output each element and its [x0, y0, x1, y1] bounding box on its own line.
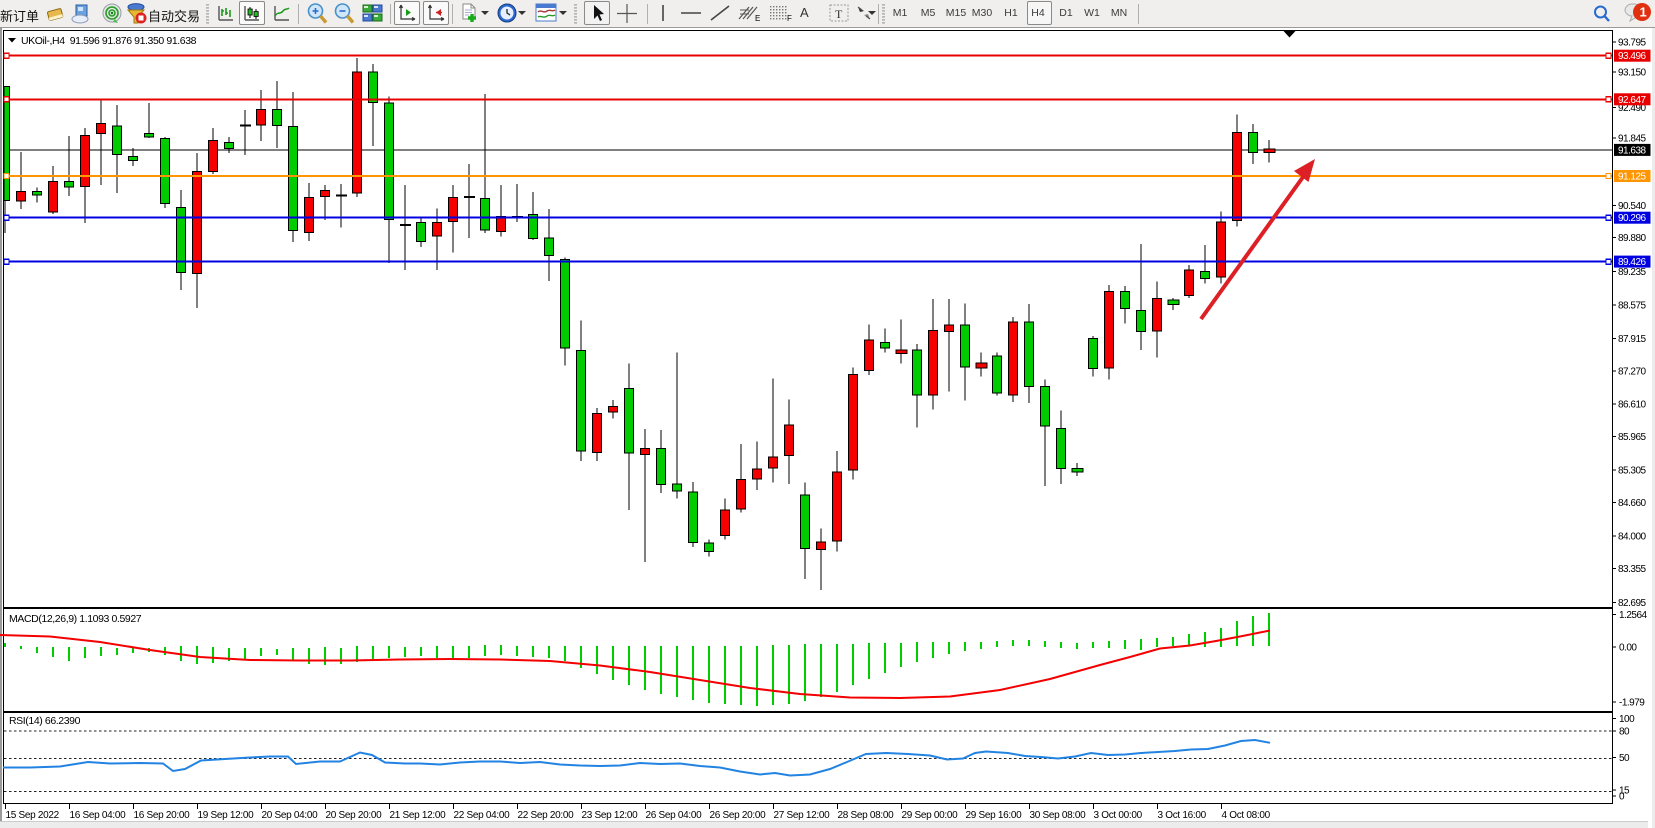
svg-text:-1.979: -1.979	[1619, 698, 1645, 709]
svg-text:91.125: 91.125	[1618, 172, 1647, 183]
svg-text:16 Sep 04:00: 16 Sep 04:00	[70, 810, 127, 821]
svg-text:21 Sep 12:00: 21 Sep 12:00	[390, 810, 447, 821]
svg-text:20 Sep 04:00: 20 Sep 04:00	[262, 810, 319, 821]
svg-text:80: 80	[1619, 726, 1630, 737]
svg-text:26 Sep 20:00: 26 Sep 20:00	[710, 810, 767, 821]
svg-text:26 Sep 04:00: 26 Sep 04:00	[646, 810, 703, 821]
svg-text:86.610: 86.610	[1618, 399, 1647, 410]
svg-text:MACD(12,26,9) 1.1093 0.5927: MACD(12,26,9) 1.1093 0.5927	[9, 613, 142, 625]
svg-text:F: F	[787, 14, 792, 23]
svg-text:85.965: 85.965	[1618, 432, 1647, 443]
svg-text:87.915: 87.915	[1618, 334, 1647, 345]
svg-text:3 Oct 16:00: 3 Oct 16:00	[1158, 810, 1207, 821]
svg-text:0.00: 0.00	[1619, 643, 1637, 654]
svg-text:4 Oct 08:00: 4 Oct 08:00	[1222, 810, 1271, 821]
svg-text:87.270: 87.270	[1618, 366, 1647, 377]
svg-text:100: 100	[1619, 714, 1635, 725]
svg-text:23 Sep 12:00: 23 Sep 12:00	[582, 810, 639, 821]
svg-text:22 Sep 04:00: 22 Sep 04:00	[454, 810, 511, 821]
svg-text:84.660: 84.660	[1618, 498, 1647, 509]
svg-text:29 Sep 16:00: 29 Sep 16:00	[966, 810, 1023, 821]
svg-text:93.496: 93.496	[1618, 51, 1647, 62]
svg-text:92.647: 92.647	[1618, 95, 1647, 106]
svg-text:89.426: 89.426	[1618, 257, 1647, 268]
svg-text:92.490: 92.490	[1618, 103, 1647, 114]
svg-text:90.540: 90.540	[1618, 201, 1647, 212]
svg-text:15: 15	[1619, 786, 1630, 797]
svg-text:88.575: 88.575	[1618, 301, 1647, 312]
svg-text:T: T	[835, 7, 843, 21]
svg-text:29 Sep 00:00: 29 Sep 00:00	[902, 810, 959, 821]
svg-text:84.000: 84.000	[1618, 532, 1647, 543]
svg-text:90.296: 90.296	[1618, 213, 1647, 224]
svg-text:1: 1	[1640, 5, 1647, 20]
svg-text:89.880: 89.880	[1618, 233, 1647, 244]
svg-text:93.150: 93.150	[1618, 68, 1647, 79]
svg-text:RSI(14) 66.2390: RSI(14) 66.2390	[9, 715, 81, 727]
svg-text:3 Oct 00:00: 3 Oct 00:00	[1094, 810, 1143, 821]
svg-text:19 Sep 12:00: 19 Sep 12:00	[198, 810, 255, 821]
svg-text:20 Sep 20:00: 20 Sep 20:00	[326, 810, 383, 821]
svg-text:27 Sep 12:00: 27 Sep 12:00	[774, 810, 831, 821]
svg-text:30 Sep 08:00: 30 Sep 08:00	[1030, 810, 1087, 821]
svg-text:93.795: 93.795	[1618, 38, 1647, 49]
svg-text:UKOil-,H4 91.596 91.876 91.35: UKOil-,H4 91.596 91.876 91.350 91.638	[21, 35, 197, 47]
svg-text:91.845: 91.845	[1618, 134, 1647, 145]
svg-text:1.2564: 1.2564	[1619, 610, 1648, 621]
svg-text:15 Sep 2022: 15 Sep 2022	[6, 810, 60, 821]
svg-text:83.355: 83.355	[1618, 564, 1647, 575]
svg-text:91.638: 91.638	[1618, 145, 1647, 156]
svg-text:22 Sep 20:00: 22 Sep 20:00	[518, 810, 575, 821]
svg-text:28 Sep 08:00: 28 Sep 08:00	[838, 810, 895, 821]
svg-text:E: E	[755, 14, 760, 23]
svg-text:0: 0	[1619, 792, 1625, 803]
svg-text:82.695: 82.695	[1618, 598, 1647, 609]
svg-text:50: 50	[1619, 753, 1630, 764]
svg-text:16 Sep 20:00: 16 Sep 20:00	[134, 810, 191, 821]
svg-text:89.235: 89.235	[1618, 267, 1647, 278]
svg-text:85.305: 85.305	[1618, 466, 1647, 477]
